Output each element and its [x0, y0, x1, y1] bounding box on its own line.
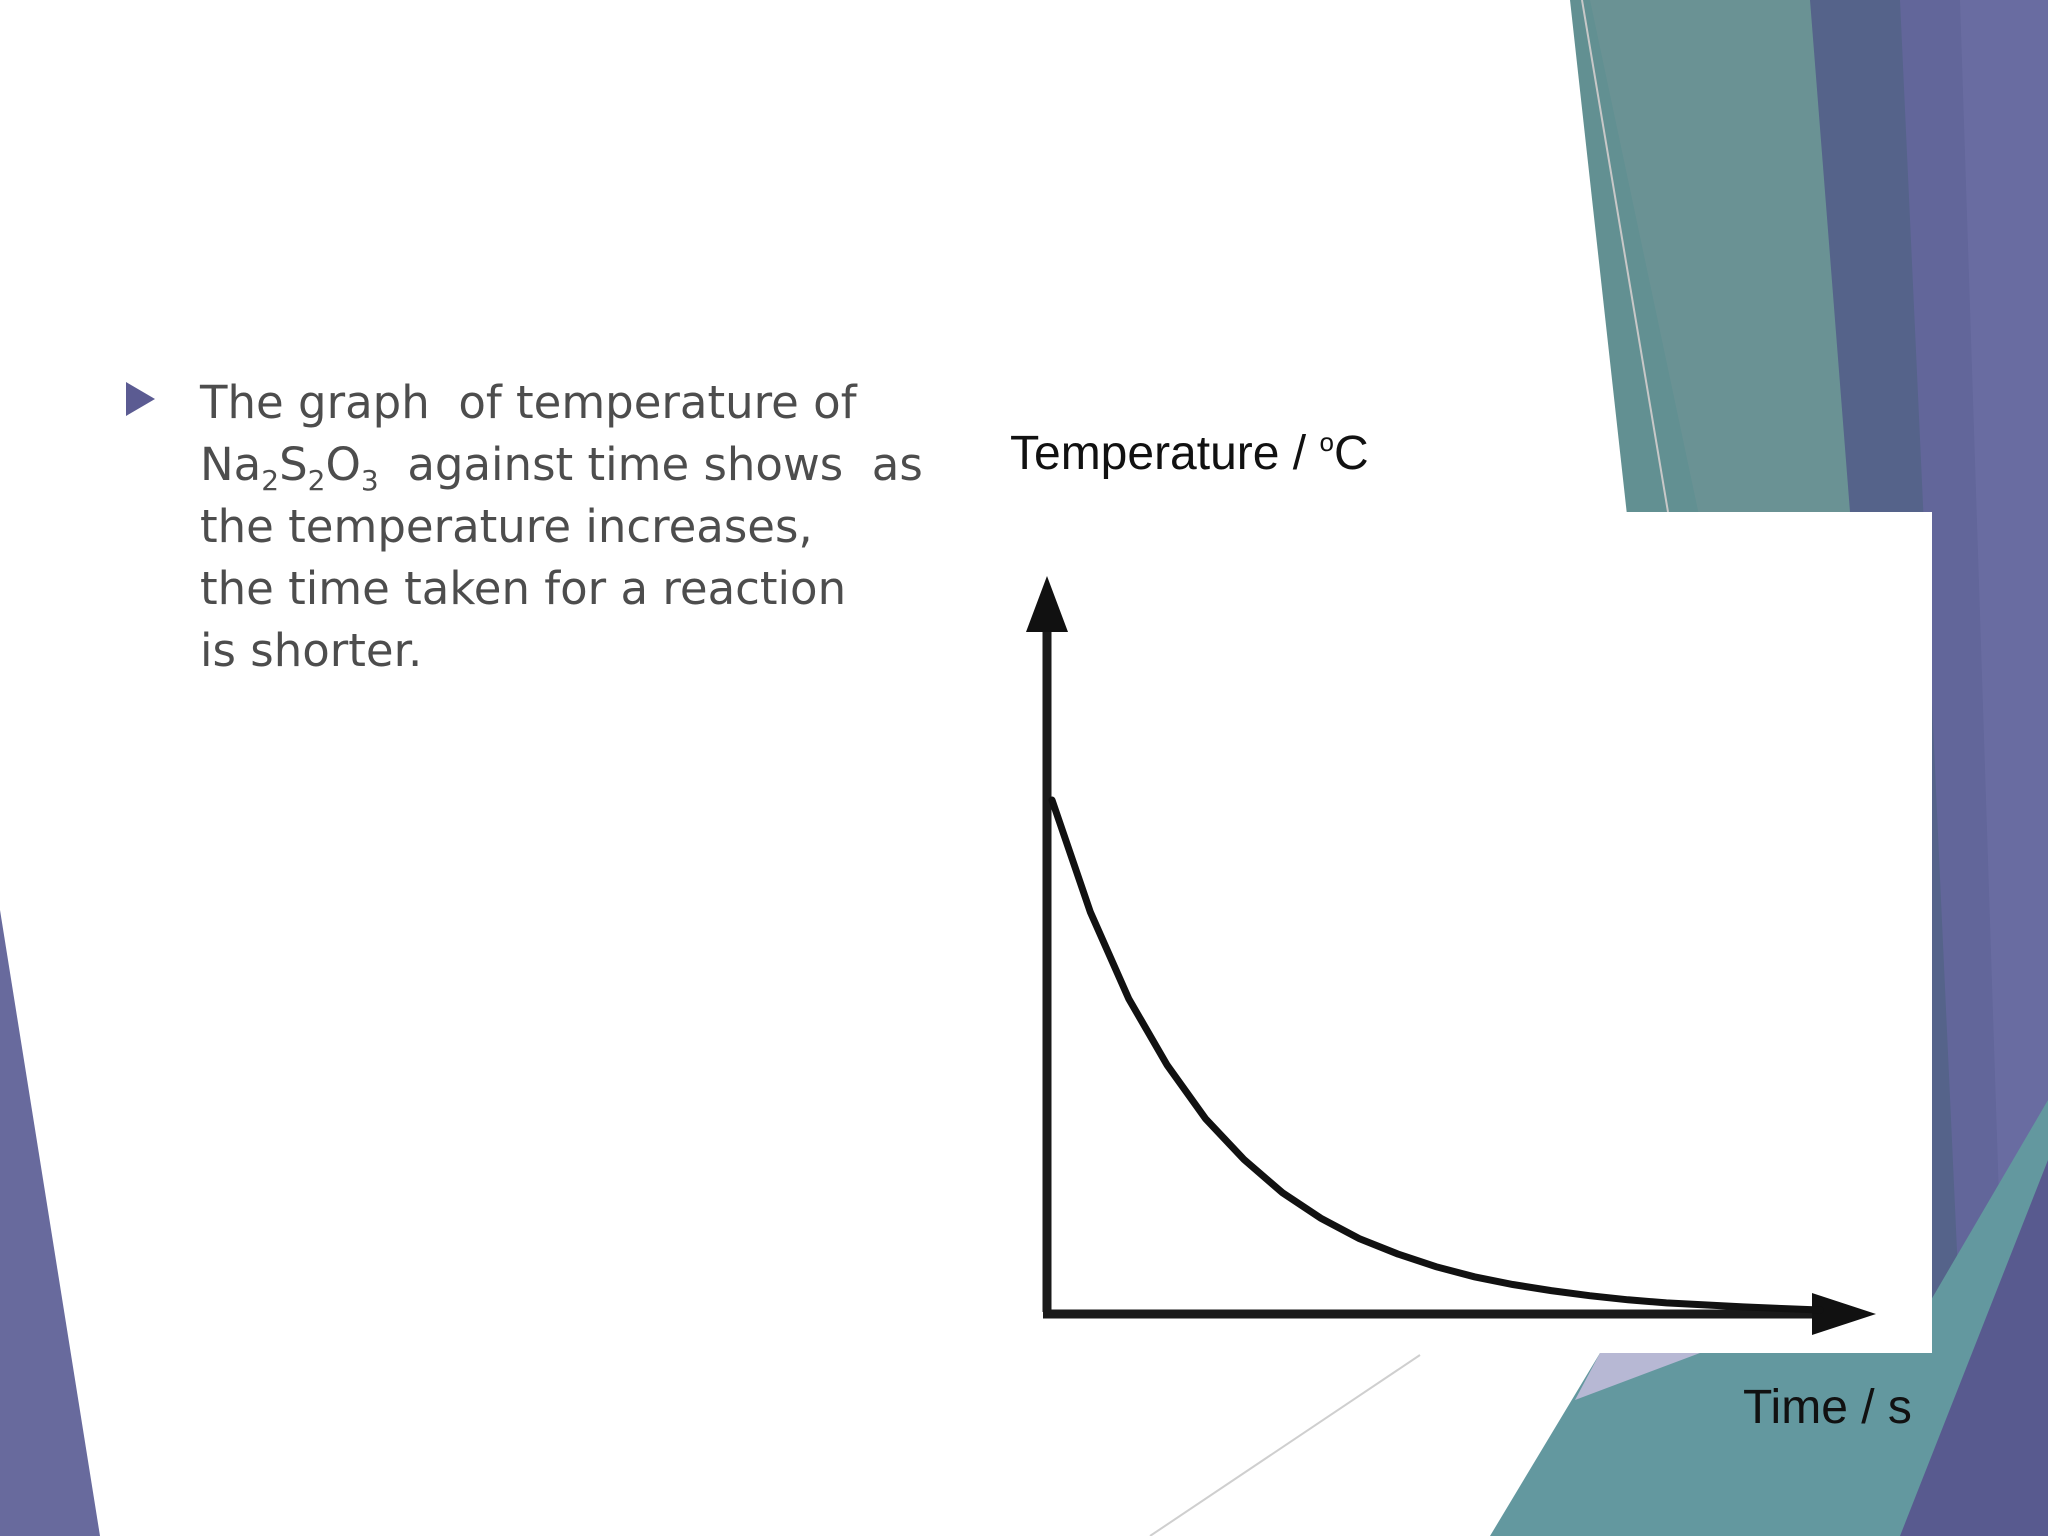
- graph-panel: [983, 512, 1932, 1353]
- degree-symbol: o: [1319, 427, 1334, 457]
- lower-lavender-panel: [1575, 1353, 1700, 1400]
- formula-na: Na: [200, 438, 262, 491]
- lower-teal-panel: [1490, 1100, 2048, 1536]
- bullet-line-2-rest: against time shows as: [378, 438, 923, 491]
- y-axis-label-text: Temperature /: [1010, 427, 1320, 480]
- y-axis-label: Temperature / oC: [1010, 426, 1369, 481]
- x-axis-label: Time / s: [1743, 1381, 1912, 1434]
- formula-sub-1: 2: [261, 464, 280, 497]
- formula-o: O: [325, 438, 361, 491]
- bullet-line-1: The graph of temperature of: [200, 376, 857, 429]
- bullet-line-4: the time taken for a reaction: [200, 562, 847, 615]
- y-axis-arrow-icon: [1026, 576, 1068, 632]
- thin-diagonal-line: [1581, 0, 1669, 513]
- y-axis-unit: C: [1333, 427, 1369, 480]
- thin-lower-line: [1149, 1354, 1421, 1536]
- bullet-text: The graph of temperature of Na2S2O3 agai…: [200, 372, 940, 682]
- formula-sub-2: 2: [307, 464, 326, 497]
- bullet-line-5: is shorter.: [200, 624, 423, 677]
- bullet-line-2: Na2S2O3 against time shows as: [200, 434, 940, 496]
- formula-s: S: [279, 438, 308, 491]
- left-purple-panel: [0, 910, 100, 1536]
- formula-sub-3: 3: [360, 464, 379, 497]
- bullet-triangle-icon: [126, 382, 155, 416]
- bullet-line-3: the temperature increases,: [200, 500, 813, 553]
- lower-purple-panel: [1900, 1160, 2048, 1536]
- decay-curve-series: [1048, 796, 1824, 1314]
- x-axis-arrow-icon: [1812, 1293, 1876, 1335]
